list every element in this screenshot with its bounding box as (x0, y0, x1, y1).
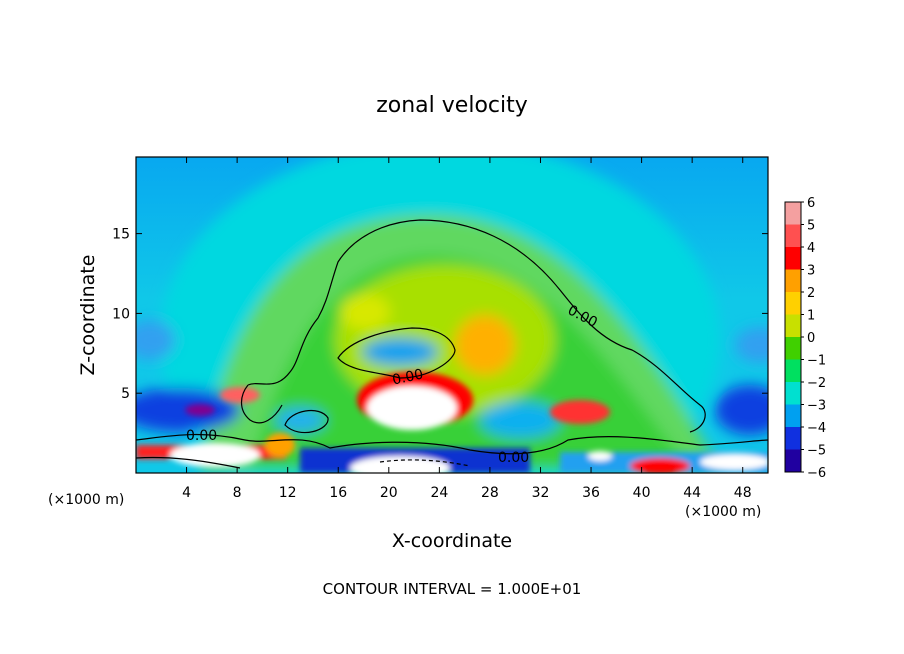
x-tick-label: 28 (481, 485, 499, 501)
colorbar-label: 3 (807, 264, 815, 279)
colorbar-label: 1 (807, 309, 815, 324)
colorbar-label: 4 (807, 241, 815, 256)
x-tick-label: 16 (329, 485, 347, 501)
zero-contour-low (136, 433, 768, 455)
y-axis: 5 10 15 (112, 227, 768, 402)
colorbar-label: −2 (807, 376, 826, 391)
x-right-unit-label: (×1000 m) (685, 504, 761, 520)
x-tick-label: 36 (582, 485, 600, 501)
colorbar-swatch (785, 449, 801, 472)
colorbar-label: 2 (807, 286, 815, 301)
x-tick-label: 12 (279, 485, 297, 501)
colorbar: 6 5 4 3 2 1 0 −1 −2 −3 −4 −5 −6 (784, 196, 826, 481)
colorbar-swatch (785, 247, 801, 270)
zero-contour-bottom-dash (379, 459, 471, 467)
colorbar-swatch (785, 269, 801, 292)
colorbar-swatch (785, 404, 801, 427)
colorbar-swatch (785, 382, 801, 405)
colorbar-label: 6 (807, 196, 815, 211)
colorbar-swatch (785, 314, 801, 337)
x-tick-label: 32 (532, 485, 550, 501)
zero-contour-left (240, 384, 283, 424)
contour-label-2: 0.00 (391, 366, 425, 388)
zero-contour-bottom-left (136, 456, 241, 469)
chart-title: zonal velocity (376, 93, 528, 118)
x-axis-title: X-coordinate (392, 530, 512, 552)
zero-contour-inner (337, 327, 456, 379)
colorbar-label: −6 (807, 466, 826, 481)
y-axis-title: Z-coordinate (77, 255, 99, 376)
colorbar-swatch (785, 337, 801, 360)
colorbar-swatch (785, 427, 801, 450)
zero-contour-dome (247, 219, 706, 433)
colorbar-swatch (785, 292, 801, 315)
colorbar-label: 5 (807, 219, 815, 234)
colorbar-swatch (785, 224, 801, 247)
y-tick-label: 15 (112, 227, 130, 243)
x-tick-label: 8 (233, 485, 242, 501)
colorbar-label: −5 (807, 444, 826, 459)
x-axis: 4 8 12 16 20 24 28 32 36 40 44 48 (182, 157, 752, 501)
x-left-unit-label: (×1000 m) (48, 492, 124, 508)
colorbar-label: −3 (807, 399, 826, 414)
colorbar-label: −1 (807, 354, 826, 369)
colorbar-label: −4 (807, 421, 826, 436)
x-tick-label: 24 (430, 485, 448, 501)
contour-label-3: 0.00 (186, 428, 217, 444)
x-tick-label: 4 (182, 485, 191, 501)
plot-frame (135, 156, 769, 474)
colorbar-swatch (785, 359, 801, 382)
contour-interval-note: CONTOUR INTERVAL = 1.000E+01 (323, 580, 582, 598)
x-tick-label: 48 (734, 485, 752, 501)
contour-label-4: 0.00 (498, 450, 529, 466)
x-tick-label: 44 (683, 485, 701, 501)
heatmap-field (136, 157, 768, 473)
colorbar-label: 0 (807, 331, 815, 346)
y-tick-label: 10 (112, 306, 130, 322)
x-tick-label: 40 (633, 485, 651, 501)
colorbar-swatch (785, 202, 801, 225)
contour-lines (136, 219, 768, 469)
y-tick-label: 5 (121, 386, 130, 402)
zero-contour-pocket (284, 409, 329, 434)
x-tick-label: 20 (380, 485, 398, 501)
